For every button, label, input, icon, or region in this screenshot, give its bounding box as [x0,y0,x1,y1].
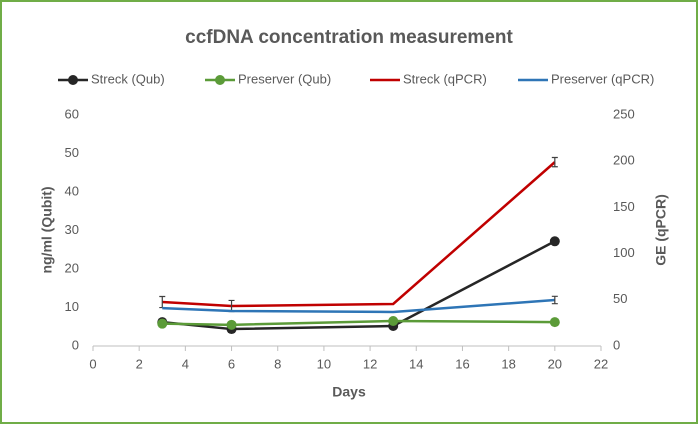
marker [549,317,560,328]
series-line [162,161,556,308]
error-bar [551,295,558,305]
y2-tick-label: 200 [613,153,635,168]
marker [157,318,168,329]
y-tick-label: 50 [65,145,79,160]
y2-tick-label: 100 [613,245,635,260]
y-tick-label: 10 [65,299,79,314]
y2-axis-title: GE (qPCR) [653,194,669,266]
x-tick-label: 4 [182,356,189,371]
marker [549,236,560,247]
x-tick-label: 0 [89,356,96,371]
x-tick-label: 2 [136,356,143,371]
legend-label: Streck (Qub) [91,71,165,86]
y-tick-label: 40 [65,183,79,198]
legend-label: Preserver (Qub) [238,71,331,86]
y-tick-label: 20 [65,260,79,275]
chart-title: ccfDNA concentration measurement [185,27,513,48]
x-axis-title: Days [332,384,366,400]
x-tick-label: 14 [409,356,423,371]
y-axis-title: ng/ml (Qubit) [39,186,55,273]
y2-tick-label: 250 [613,106,635,121]
x-tick-label: 6 [228,356,235,371]
legend-label: Preserver (qPCR) [551,71,654,86]
legend-marker [68,75,78,85]
y-tick-label: 60 [65,106,79,121]
marker [226,319,237,330]
x-tick-label: 18 [501,356,515,371]
series-line [162,240,556,331]
x-tick-label: 8 [274,356,281,371]
y2-tick-label: 50 [613,291,627,306]
series-line [162,298,555,314]
legend-marker [215,75,225,85]
y-tick-label: 0 [72,337,79,352]
x-tick-label: 20 [548,356,562,371]
x-tick-label: 10 [317,356,331,371]
x-tick-label: 16 [455,356,469,371]
series-line [162,319,555,327]
y2-tick-label: 150 [613,199,635,214]
x-tick-label: 12 [363,356,377,371]
x-tick-label: 22 [594,356,608,371]
y2-tick-label: 0 [613,337,620,352]
y-tick-label: 30 [65,222,79,237]
error-bar [551,156,558,168]
marker [388,315,399,326]
legend-label: Streck (qPCR) [403,71,487,86]
